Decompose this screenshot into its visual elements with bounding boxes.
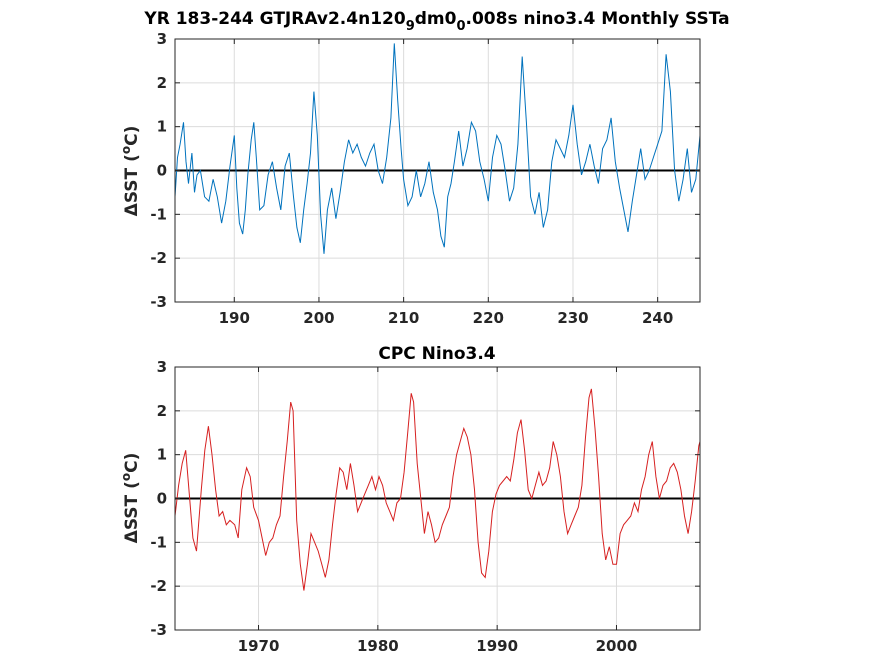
top-xtick-label: 240 [642, 309, 673, 327]
top-xtick-label: 210 [388, 309, 419, 327]
top-xtick-label: 200 [303, 309, 334, 327]
top-chart-x-ticks: 190 200 210 220 230 240 [219, 39, 673, 327]
bot-ytick-label: 1 [157, 446, 167, 464]
bot-xtick-label: 1980 [357, 637, 399, 655]
bot-xtick-label: 1990 [476, 637, 518, 655]
bottom-chart-y-axis-label: ΔSST (oC) [119, 453, 142, 544]
top-xtick-label: 190 [219, 309, 250, 327]
bot-xtick-label: 1970 [238, 637, 280, 655]
top-ytick-label: 2 [157, 74, 167, 92]
bottom-chart-series-line [174, 388, 701, 591]
bottom-chart-x-ticks: 1970 1980 1990 2000 [238, 367, 638, 655]
top-ytick-label: -1 [150, 205, 167, 223]
bot-ytick-label: 0 [157, 490, 167, 508]
top-chart: YR 183-244 GTJRAv2.4n1209dm00.008s nino3… [119, 9, 730, 327]
top-chart-y-ticks: -3 -2 -1 0 1 2 3 [150, 30, 700, 311]
bot-ytick-label: 3 [157, 358, 167, 376]
top-ytick-label: 1 [157, 118, 167, 136]
top-ytick-label: -2 [150, 249, 167, 267]
bot-ytick-label: 2 [157, 402, 167, 420]
top-chart-y-axis-label: ΔSST (oC) [119, 126, 142, 217]
top-xtick-label: 220 [473, 309, 504, 327]
top-ytick-label: 3 [157, 30, 167, 48]
bot-xtick-label: 2000 [596, 637, 638, 655]
bot-ytick-label: -1 [150, 533, 167, 551]
bot-ytick-label: -2 [150, 577, 167, 595]
top-ytick-label: -3 [150, 293, 167, 311]
top-ytick-label: 0 [157, 162, 167, 180]
bottom-chart: CPC Nino3.4 1970 1980 1990 2000 -3-2-10123 … [119, 344, 701, 655]
bot-ytick-label: -3 [150, 621, 167, 639]
bottom-chart-title: CPC Nino3.4 [378, 344, 495, 364]
top-chart-series-line [174, 43, 701, 254]
bottom-chart-y-ticks: -3 -2 -1 0 1 2 3 [150, 358, 700, 639]
top-xtick-label: 230 [557, 309, 588, 327]
top-chart-title: YR 183-244 GTJRAv2.4n1209dm00.008s nino3… [143, 9, 729, 34]
